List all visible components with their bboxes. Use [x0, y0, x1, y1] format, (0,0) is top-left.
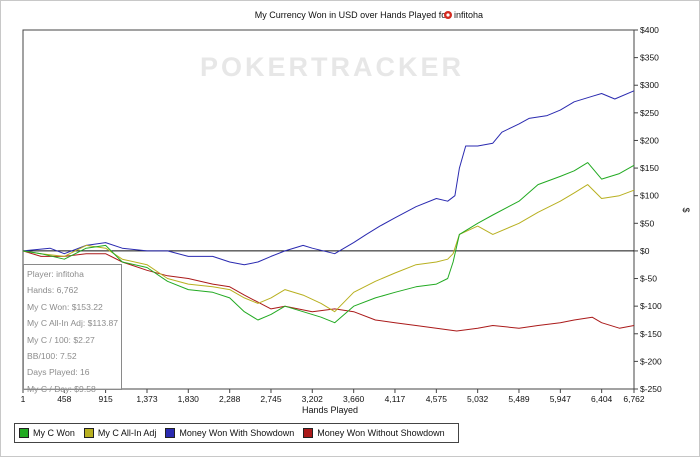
info-c-won: My C Won: $153.22 — [27, 301, 103, 312]
x-tick-label: 2,288 — [219, 394, 241, 404]
x-tick-label: 5,032 — [467, 394, 489, 404]
chart-legend: My C Won My C All-In Adj Money Won With … — [14, 423, 459, 443]
y-tick-label: $-50 — [640, 274, 657, 284]
x-tick-label: 6,404 — [591, 394, 613, 404]
chart-title: My Currency Won in USD over Hands Played… — [255, 10, 449, 20]
y-axis-label: $ — [681, 207, 691, 212]
y-tick-label: $-100 — [640, 301, 662, 311]
x-tick-label: 458 — [57, 394, 71, 404]
y-tick-label: $150 — [640, 163, 659, 173]
x-tick-label: 2,745 — [260, 394, 282, 404]
stats-info-box: Player: infitoha Hands: 6,762 My C Won: … — [23, 264, 122, 394]
x-tick-label: 1 — [21, 394, 26, 404]
y-tick-label: $250 — [640, 108, 659, 118]
legend-label: My C All-In Adj — [97, 428, 157, 438]
legend-item-without-showdown[interactable]: Money Won Without Showdown — [303, 428, 445, 438]
poker-chip-icon — [444, 11, 452, 19]
y-tick-label: $350 — [640, 53, 659, 63]
info-bb-per-100: BB/100: 7.52 — [27, 351, 77, 362]
legend-label: Money Won With Showdown — [179, 428, 295, 438]
info-days-played: Days Played: 16 — [27, 367, 90, 378]
x-tick-label: 3,202 — [302, 394, 324, 404]
x-tick-label: 1,373 — [136, 394, 158, 404]
y-tick-label: $400 — [640, 25, 659, 35]
y-tick-label: $200 — [640, 135, 659, 145]
x-tick-label: 3,660 — [343, 394, 365, 404]
x-tick-label: 4,575 — [426, 394, 448, 404]
legend-swatch — [165, 428, 176, 438]
y-tick-label: $-150 — [640, 329, 662, 339]
legend-item-all-in-adj[interactable]: My C All-In Adj — [83, 428, 157, 438]
x-tick-label: 915 — [99, 394, 113, 404]
y-tick-label: $300 — [640, 80, 659, 90]
legend-swatch — [83, 428, 94, 438]
x-tick-label: 5,489 — [508, 394, 530, 404]
x-axis-label: Hands Played — [302, 405, 358, 415]
y-tick-label: $-200 — [640, 356, 662, 366]
plot-area — [22, 29, 635, 390]
series-line-money-won-with-showdown — [22, 90, 635, 266]
y-axis: $400 $350 $300 $250 $200 $150 $100 $50 $0 $-50 $-1… — [634, 25, 662, 394]
series-line-my-c-won — [22, 162, 635, 324]
info-player: Player: infitoha — [27, 269, 84, 279]
info-c-per-100: My C / 100: $2.27 — [27, 334, 95, 345]
y-tick-label: $0 — [640, 246, 650, 256]
legend-item-c-won[interactable]: My C Won — [19, 428, 75, 438]
legend-label: My C Won — [33, 428, 75, 438]
legend-swatch — [303, 428, 314, 438]
x-tick-label: 6,762 — [623, 394, 645, 404]
legend-swatch — [19, 428, 29, 438]
x-tick-label: 1,830 — [178, 394, 200, 404]
x-tick-label: 5,947 — [550, 394, 572, 404]
y-tick-label: $50 — [640, 218, 654, 228]
series-lines — [22, 90, 635, 332]
y-tick-label: $-250 — [640, 384, 662, 394]
series-line-my-c-all-in-adj — [22, 184, 635, 313]
info-all-in-adj: My C All-In Adj: $113.87 — [27, 318, 119, 329]
x-axis: 1 458 915 1,373 1,830 2,288 2,745 3,202 3,660 4,1… — [21, 389, 645, 404]
watermark: POKERTRACKER — [200, 52, 464, 82]
x-tick-label: 4,117 — [385, 394, 406, 404]
plot-border — [22, 29, 635, 390]
legend-item-with-showdown[interactable]: Money Won With Showdown — [165, 428, 294, 438]
y-tick-label: $100 — [640, 191, 659, 201]
legend-label: Money Won Without Showdown — [317, 428, 445, 438]
info-hands: Hands: 6,762 — [27, 285, 79, 296]
info-c-per-day: My C / Day: $9.58 — [27, 383, 96, 394]
player-name: infitoha — [454, 10, 483, 20]
